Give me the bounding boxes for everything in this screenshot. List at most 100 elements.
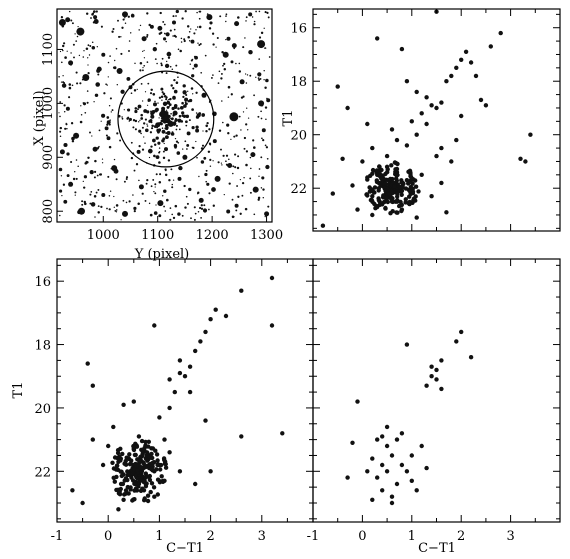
cluster-star [141,100,144,102]
cmd-cluster-field-point [393,167,398,172]
field-speck [183,184,186,188]
field-speck [185,124,188,127]
cmd-cluster-field-point [388,211,393,216]
cluster-star [155,155,160,160]
field-speck [137,202,140,206]
cmd-cluster-point [143,475,148,480]
field-speck [212,160,214,162]
field-speck [163,32,166,35]
cmd-cluster-field-point [444,210,449,215]
field-speck [91,41,94,44]
field-speck [263,79,265,81]
cmd-cluster-point [239,434,244,439]
cluster-star [186,131,191,136]
panel-cmd-field-frame [312,258,561,523]
field-speck [150,88,153,92]
cluster-star [139,119,141,122]
field-speck [245,150,249,153]
field-speck [109,97,112,100]
field-speck [181,101,184,105]
field-speck [260,187,263,189]
cmd-cluster-field-point [384,153,390,159]
field-speck [198,17,201,20]
field-speck [159,173,162,176]
field-speck [221,121,224,124]
field-speck [113,206,115,208]
field-speck [198,115,200,117]
field-speck [249,74,252,77]
cmd-cluster-xlabel: C−T1 [166,541,204,556]
cmd-cluster-field-point [424,121,429,127]
cmd-cluster-point [125,469,130,474]
cmd-cluster-xtick-label: 0 [104,529,112,544]
field-speck [82,56,85,58]
cluster-star [158,117,160,119]
field-speck [75,40,78,42]
bright-star [177,118,182,123]
field-speck [153,190,155,193]
field-speck [226,123,230,127]
field-speck [83,186,86,189]
cmd-cluster-ytick-label: 22 [34,465,51,480]
field-speck [198,175,200,178]
cmd-cluster-point [162,437,167,442]
cmd-cluster-point [187,364,193,369]
cluster-star [178,114,182,118]
field-speck [265,164,270,170]
image-xtick-label: 1100 [141,228,174,243]
field-speck [160,62,163,65]
cmd-cluster-xtick-label: 3 [258,529,266,544]
cluster-star [156,128,160,133]
cmd-field-point [370,456,375,461]
bright-star [155,122,161,128]
field-speck [121,116,123,118]
field-speck [61,83,67,88]
field-speck [109,190,112,192]
field-speck [70,19,73,22]
cluster-star [164,135,169,140]
bright-star [234,203,239,208]
cluster-star [147,100,150,102]
field-speck [246,107,248,109]
field-speck [68,10,71,13]
field-speck [258,10,261,13]
cmd-cluster-field-point [406,180,411,185]
field-speck [90,202,96,207]
field-speck [221,164,223,166]
bright-star [78,207,85,215]
field-speck [155,42,158,45]
field-speck [158,32,161,35]
field-speck [244,73,247,75]
cmd-field-xtick-label: 2 [457,529,465,544]
image-xtick-label: 1300 [250,228,283,243]
field-speck [172,216,176,220]
bright-star [73,132,80,139]
cmd-cluster-field-point [463,49,469,54]
bright-star [264,211,270,217]
field-speck [142,67,144,69]
field-speck [198,25,202,29]
cmd-cluster-point [147,477,153,483]
cmd-cluster-field-point [523,159,528,164]
field-speck [83,175,88,179]
field-speck [106,84,108,86]
field-speck [226,209,231,214]
field-speck [216,36,219,40]
bright-star [226,36,231,41]
field-speck [223,62,226,66]
field-speck [247,117,250,119]
field-speck [200,204,203,207]
field-speck [227,163,233,168]
cmd-cluster-field-point [369,197,374,203]
field-speck [225,160,227,163]
cmd-cluster-point [137,458,142,463]
field-speck [98,173,102,176]
image-xtick-label: 1000 [87,228,120,243]
cluster-star [188,98,193,103]
cmd-cluster-point [120,451,125,457]
field-speck [177,48,180,51]
field-speck [162,92,166,96]
cmd-cluster-field-point [394,137,400,143]
field-speck [143,57,146,59]
cmd-cluster-point [157,415,162,420]
